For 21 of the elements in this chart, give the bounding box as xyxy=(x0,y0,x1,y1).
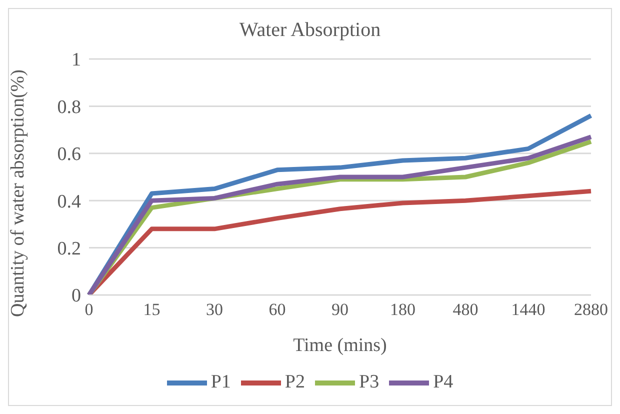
y-tick-label: 0.2 xyxy=(57,238,81,260)
y-tick-label: 0.8 xyxy=(57,96,81,118)
x-tick-label: 2880 xyxy=(574,300,608,320)
chart-title: Water Absorption xyxy=(238,19,382,42)
x-tick-label: 180 xyxy=(390,300,416,320)
y-tick-label: 1 xyxy=(72,50,81,71)
x-axis-title: Time (mins) xyxy=(293,335,387,356)
legend-label: P1 xyxy=(210,371,231,392)
legend-label: P2 xyxy=(284,371,305,392)
x-tick-label: 60 xyxy=(268,300,286,320)
y-axis-title: Quantity of water absorption(%) xyxy=(8,70,29,317)
x-tick-label: 90 xyxy=(332,300,348,320)
legend-label: P3 xyxy=(359,371,380,392)
x-tick-label: 480 xyxy=(452,300,478,320)
x-tick-label: 15 xyxy=(143,300,160,320)
y-tick-label: 0.6 xyxy=(57,144,81,166)
legend-label: P4 xyxy=(433,371,454,392)
x-tick-label: 1440 xyxy=(511,300,546,320)
x-tick-label: 30 xyxy=(206,300,223,320)
y-tick-label: 0.4 xyxy=(57,191,82,212)
x-tick-label: 0 xyxy=(84,300,94,320)
